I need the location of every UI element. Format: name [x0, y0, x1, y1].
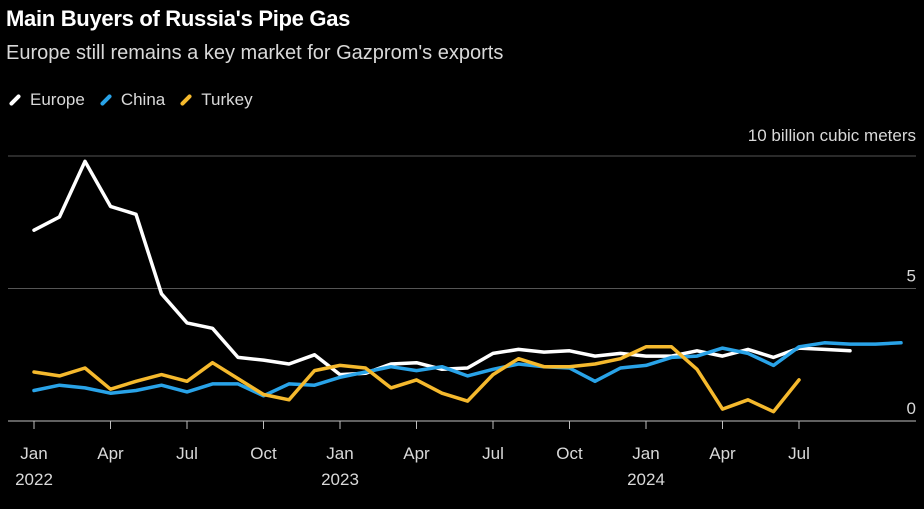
series-line-europe [32, 159, 852, 377]
x-tick-label: Jan [632, 444, 659, 463]
legend-label-china: China [120, 90, 166, 109]
x-tick-label: Jan [326, 444, 353, 463]
x-tick-label: Apr [97, 444, 124, 463]
legend-label-europe: Europe [30, 90, 85, 109]
series-lines [32, 159, 903, 414]
x-tick-label: Oct [250, 444, 277, 463]
series-line-china [32, 341, 903, 398]
legend-item-turkey: Turkey [179, 90, 253, 110]
series-line-turkey [32, 345, 801, 414]
legend-label-turkey: Turkey [201, 90, 253, 109]
x-tick-label: Jan [20, 444, 47, 463]
x-tick-label: Apr [403, 444, 430, 463]
chart-title: Main Buyers of Russia's Pipe Gas [6, 6, 351, 31]
legend: Europe China Turkey [8, 90, 267, 110]
x-tick-label: Oct [556, 444, 583, 463]
legend-item-europe: Europe [8, 90, 85, 110]
x-tick-label: Apr [709, 444, 736, 463]
x-year-label: 2023 [321, 470, 359, 489]
x-tick-label: Jul [482, 444, 504, 463]
x-year-label: 2022 [15, 470, 53, 489]
y-tick-label: 0 [907, 399, 916, 418]
chart-subtitle: Europe still remains a key market for Ga… [6, 42, 504, 64]
x-tick-label: Jul [788, 444, 810, 463]
x-year-label: 2024 [627, 470, 665, 489]
y-tick-label: 5 [907, 267, 916, 286]
unit-label: 10 billion cubic meters [748, 126, 916, 145]
x-tick-label: Jul [176, 444, 198, 463]
legend-item-china: China [99, 90, 165, 110]
x-axis: Jan 2022 Apr Jul Oct Jan 2023 Apr Jul Oct Jan 2024 A… [15, 421, 810, 489]
grid: 05 [8, 155, 916, 422]
